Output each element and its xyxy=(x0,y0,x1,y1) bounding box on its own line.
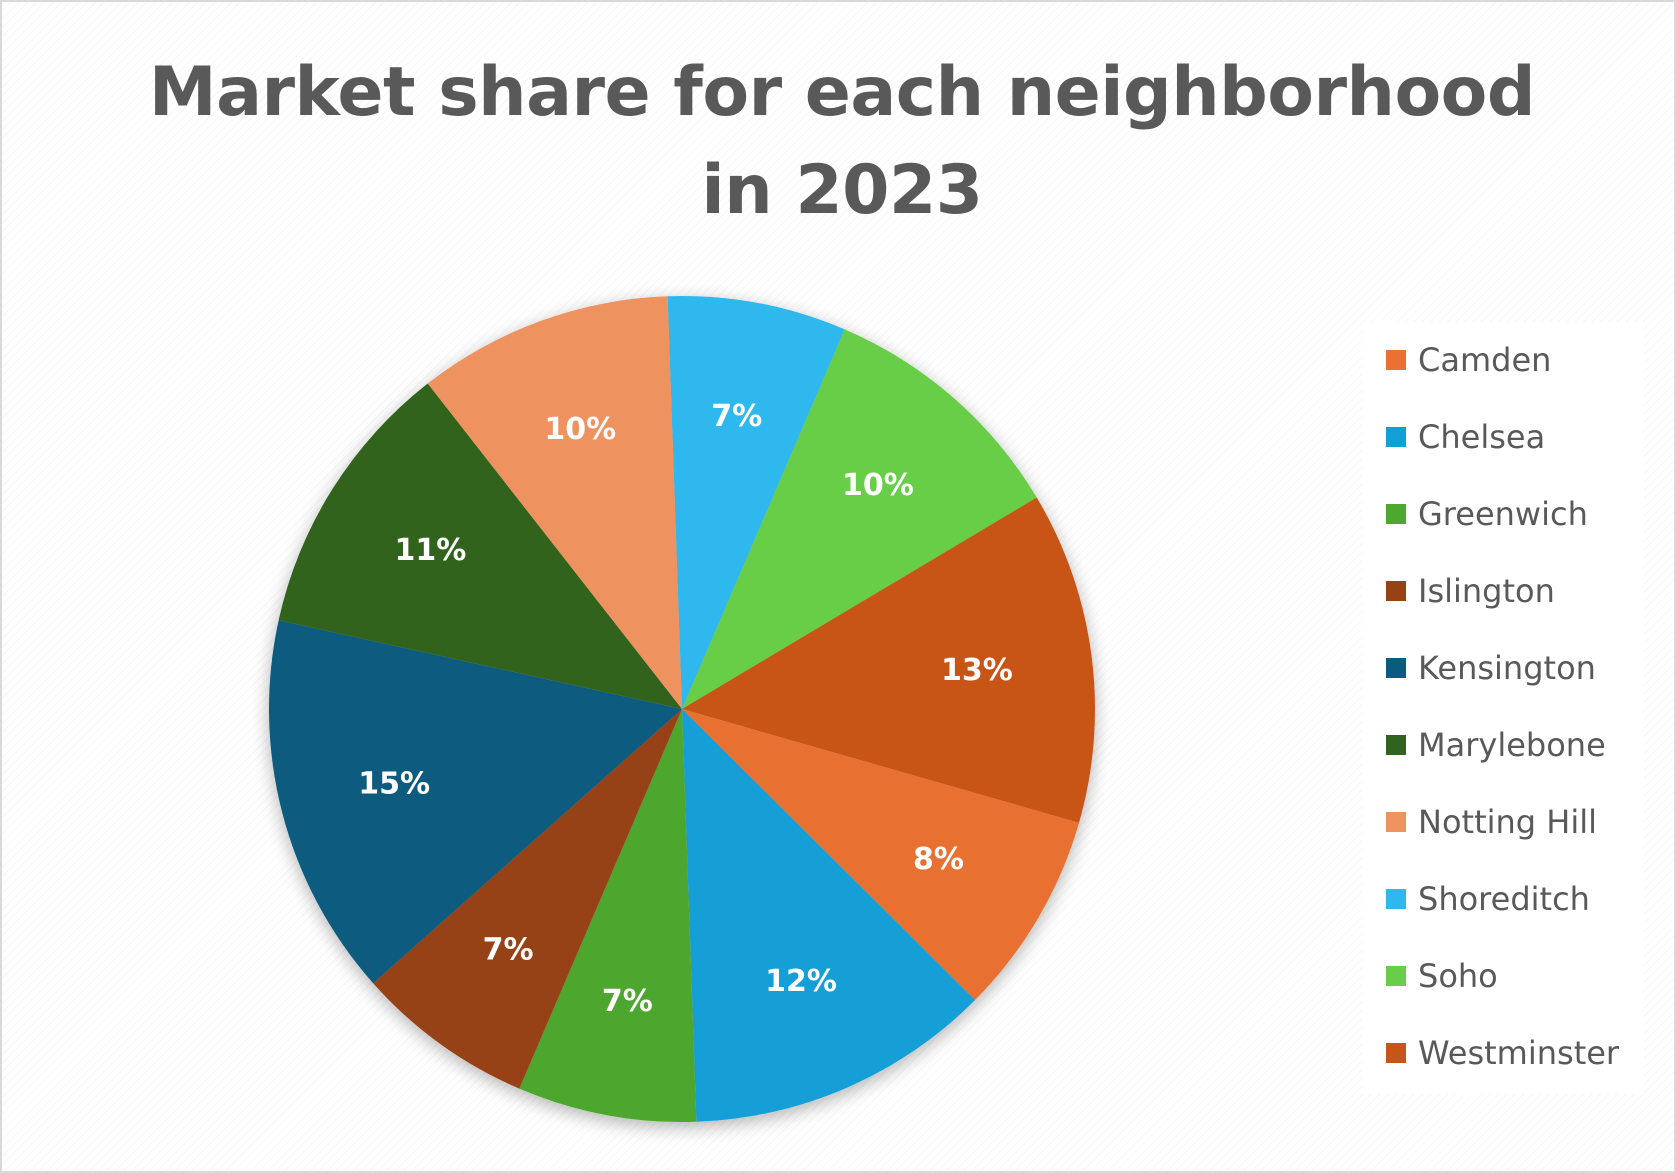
legend-swatch xyxy=(1386,658,1406,678)
legend-label: Islington xyxy=(1418,572,1555,610)
legend-label: Shoreditch xyxy=(1418,880,1590,918)
chart-title: Market share for each neighborhood in 20… xyxy=(148,53,1536,230)
pie-slice-notting-hill xyxy=(427,296,682,709)
legend-item-camden: Camden xyxy=(1386,340,1551,380)
legend-swatch xyxy=(1386,812,1406,832)
legend-label: Greenwich xyxy=(1418,495,1588,533)
legend-label: Kensington xyxy=(1418,649,1596,687)
legend-swatch xyxy=(1386,350,1406,370)
pie-slice-islington xyxy=(373,709,682,1089)
data-label-westminster: 13% xyxy=(941,653,1013,688)
pie-slice-soho xyxy=(682,329,1037,709)
legend-item-islington: Islington xyxy=(1386,571,1555,611)
legend-swatch xyxy=(1386,504,1406,524)
data-label-notting-hill: 10% xyxy=(544,412,616,447)
pie-slice-greenwich xyxy=(519,709,697,1123)
legend-item-kensington: Kensington xyxy=(1386,648,1596,688)
legend-swatch xyxy=(1386,966,1406,986)
data-label-chelsea: 12% xyxy=(765,964,837,999)
data-label-shoreditch: 7% xyxy=(711,399,762,434)
legend-swatch xyxy=(1386,735,1406,755)
legend-label: Chelsea xyxy=(1418,418,1546,456)
legend-item-soho: Soho xyxy=(1386,956,1498,996)
data-label-camden: 8% xyxy=(913,842,964,877)
pie-slice-westminster xyxy=(682,497,1095,823)
legend-item-marylebone: Marylebone xyxy=(1386,725,1606,765)
pie-data-labels: 7% 10% 13% 8% 12% 7% 7% 15% 11% 10% xyxy=(358,399,1013,1019)
legend-label: Camden xyxy=(1418,341,1552,379)
legend-item-chelsea: Chelsea xyxy=(1386,417,1545,457)
legend-label: Soho xyxy=(1418,957,1498,995)
legend-label: Marylebone xyxy=(1418,726,1606,764)
legend-item-notting-hill: Notting Hill xyxy=(1386,802,1597,842)
legend-label: Notting Hill xyxy=(1418,803,1597,841)
data-label-soho: 10% xyxy=(842,468,914,503)
chart-legend: Camden Chelsea Greenwich Islington Kensingto… xyxy=(1362,322,1644,1094)
legend-swatch xyxy=(1386,889,1406,909)
pie-slice-kensington xyxy=(268,620,682,984)
legend-item-westminster: Westminster xyxy=(1386,1033,1619,1073)
data-label-greenwich: 7% xyxy=(602,984,653,1019)
legend-swatch xyxy=(1386,1043,1406,1063)
legend-item-greenwich: Greenwich xyxy=(1386,494,1588,534)
legend-swatch xyxy=(1386,427,1406,447)
legend-item-shoreditch: Shoreditch xyxy=(1386,879,1590,919)
pie-slice-shoreditch xyxy=(667,295,845,709)
data-label-kensington: 15% xyxy=(358,767,430,802)
pie-slice-chelsea xyxy=(682,709,976,1122)
legend-label: Westminster xyxy=(1418,1034,1620,1072)
legend-swatch xyxy=(1386,581,1406,601)
data-label-islington: 7% xyxy=(483,933,534,968)
pie-slice-marylebone xyxy=(278,383,682,709)
data-label-marylebone: 11% xyxy=(394,533,466,568)
pie-slices xyxy=(268,295,1095,1123)
pie-slice-camden xyxy=(682,709,1079,1001)
